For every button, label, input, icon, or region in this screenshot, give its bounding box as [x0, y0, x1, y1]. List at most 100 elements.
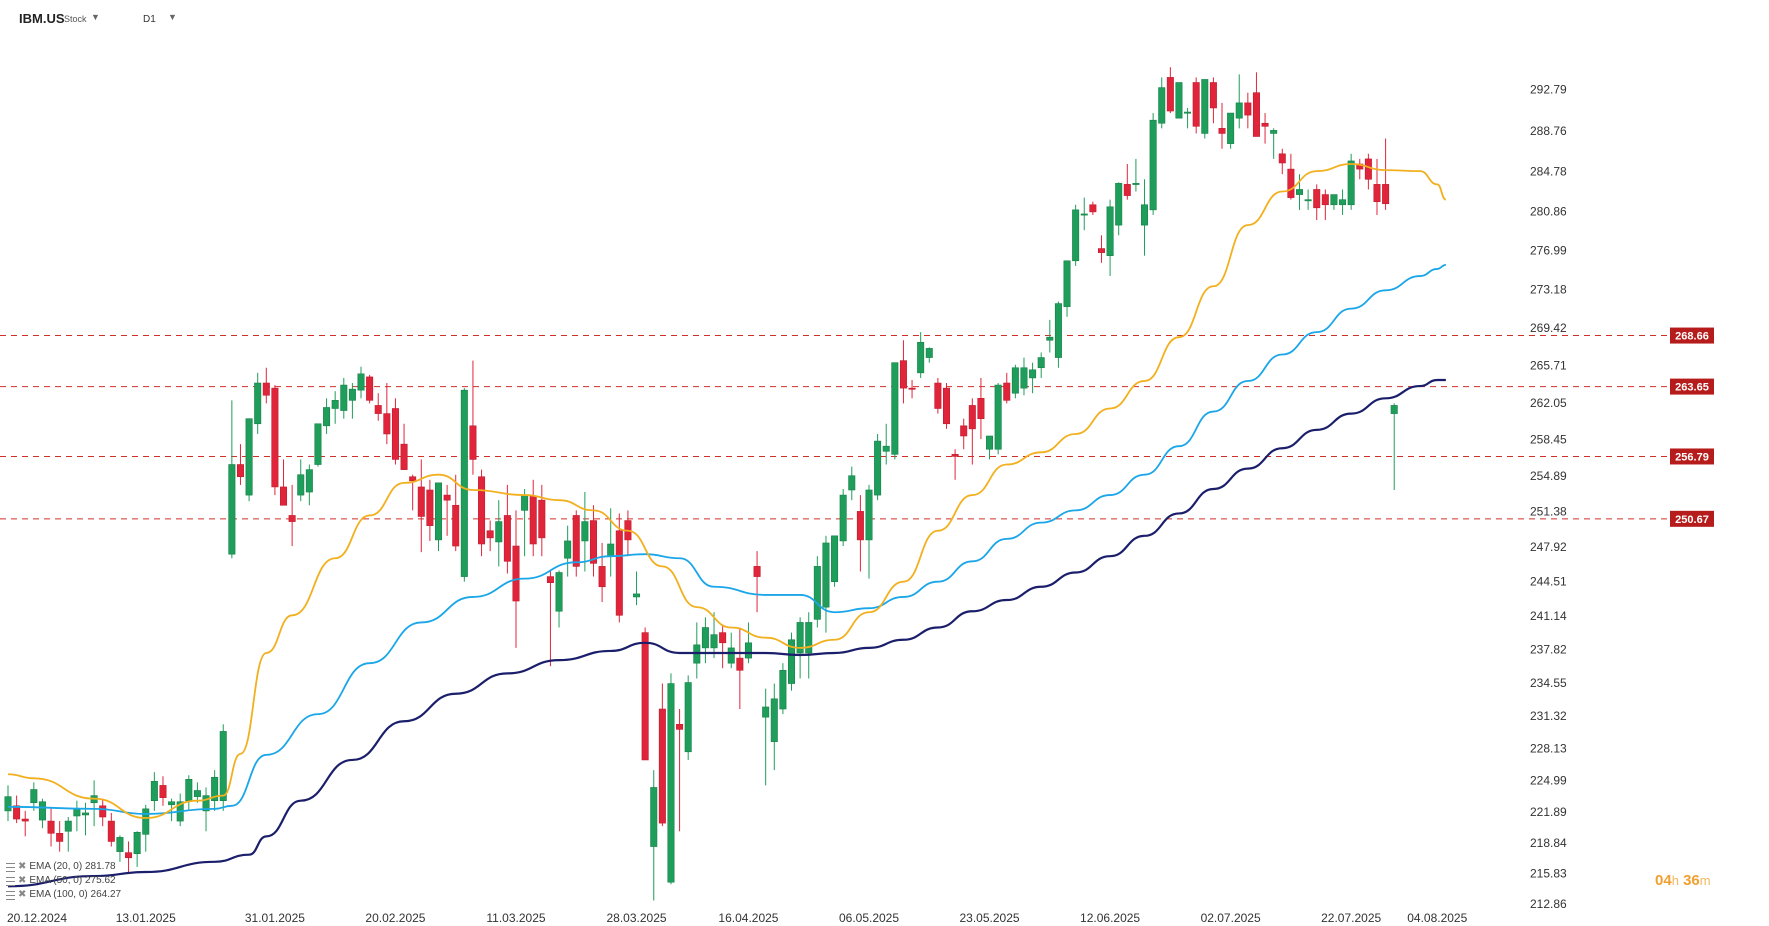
settings-lines-icon[interactable]: [6, 862, 15, 872]
y-tick-label: 247.92: [1530, 540, 1567, 554]
candle-body: [159, 785, 167, 798]
candle-body: [1339, 199, 1347, 206]
chart-toolbar: IBM.US Stock ▼ D1 ▼: [0, 0, 1769, 34]
candle-body: [1011, 367, 1019, 394]
indicator-legend: ✖ EMA (20, 0) 281.78 ✖ EMA (50, 0) 275.6…: [6, 860, 121, 902]
candle-body: [434, 482, 442, 541]
candle-body: [443, 494, 451, 501]
timeframe-dropdown-chevron-icon[interactable]: ▼: [168, 12, 177, 22]
timer-minutes: 36: [1683, 872, 1700, 889]
candle-body: [977, 398, 985, 419]
candle-body: [994, 384, 1002, 450]
candle-body: [1046, 336, 1054, 341]
legend-ema50-name: EMA (50, 0): [29, 875, 83, 886]
remove-x-icon[interactable]: ✖: [18, 861, 27, 872]
y-tick-label: 262.05: [1530, 396, 1567, 410]
candle-body: [831, 535, 839, 582]
candle-body: [280, 486, 288, 506]
candle-body: [1373, 184, 1381, 202]
candle-body: [288, 515, 296, 522]
x-tick-label: 20.02.2025: [365, 911, 425, 925]
x-tick-label: 13.01.2025: [116, 911, 176, 925]
candle-body: [908, 387, 916, 390]
candle-body: [1003, 382, 1011, 401]
candle-body: [1287, 168, 1295, 198]
y-tick-label: 218.84: [1530, 836, 1567, 850]
candle-body: [529, 495, 537, 545]
symbol-dropdown-chevron-icon[interactable]: ▼: [91, 12, 100, 22]
candle-body: [960, 425, 968, 437]
candle-body: [762, 706, 770, 718]
candle-body: [512, 545, 520, 602]
candle-body: [1244, 102, 1252, 116]
x-tick-label: 23.05.2025: [960, 911, 1020, 925]
y-tick-label: 292.79: [1530, 83, 1567, 97]
candle-body: [1270, 130, 1278, 134]
candle-body: [1304, 199, 1312, 202]
candle-body: [633, 593, 641, 598]
candle-body: [1123, 184, 1131, 196]
level-badge-label-3: 250.67: [1675, 514, 1709, 526]
candle-body: [856, 511, 864, 541]
ema100-line: [7, 378, 1446, 888]
remove-x-icon[interactable]: ✖: [18, 889, 27, 900]
settings-lines-icon[interactable]: [6, 890, 15, 900]
settings-lines-icon[interactable]: [6, 876, 15, 886]
candle-body: [546, 576, 554, 583]
candle-body: [1037, 357, 1045, 369]
candle-body: [400, 443, 408, 470]
y-tick-label: 234.55: [1530, 676, 1567, 690]
candle-body: [236, 464, 244, 478]
y-tick-label: 269.42: [1530, 321, 1567, 335]
symbol-type-label: Stock: [64, 14, 87, 24]
symbol-label[interactable]: IBM.US: [19, 11, 65, 26]
candle-body: [1149, 119, 1157, 211]
timer-hours-unit: h: [1671, 873, 1679, 888]
candle-body: [1261, 122, 1269, 127]
candle-body: [1296, 189, 1304, 195]
legend-ema20[interactable]: ✖ EMA (20, 0) 281.78: [6, 860, 121, 874]
candle-body: [271, 387, 279, 488]
candle-body: [1330, 194, 1338, 206]
timeframe-label[interactable]: D1: [143, 14, 156, 25]
remove-x-icon[interactable]: ✖: [18, 875, 27, 886]
candle-body: [1106, 206, 1114, 256]
candle-body: [1347, 160, 1355, 206]
x-tick-label: 31.01.2025: [245, 911, 305, 925]
candle-body: [1278, 153, 1286, 164]
candle-body: [426, 489, 434, 526]
candle-body: [770, 698, 778, 742]
candle-body: [348, 388, 356, 401]
candle-body: [727, 647, 735, 664]
candle-body: [1072, 209, 1080, 262]
x-tick-label: 11.03.2025: [486, 911, 545, 925]
candle-body: [1054, 303, 1062, 358]
y-tick-label: 280.86: [1530, 204, 1567, 218]
candle-body: [788, 639, 796, 684]
candle-body: [1029, 369, 1037, 379]
candle-body: [202, 795, 210, 812]
candle-body: [839, 494, 847, 542]
candle-body: [874, 440, 882, 496]
candle-body: [47, 820, 55, 834]
legend-ema50[interactable]: ✖ EMA (50, 0) 275.62: [6, 874, 121, 888]
candle-body: [383, 413, 391, 435]
ema20-line: [7, 163, 1447, 819]
candle-body: [460, 389, 468, 577]
candle-body: [469, 425, 477, 460]
candle-countdown-timer: 04h 36m: [1655, 872, 1711, 889]
candle-body: [331, 400, 339, 409]
x-tick-label: 22.07.2025: [1321, 911, 1381, 925]
legend-ema100[interactable]: ✖ EMA (100, 0) 264.27: [6, 888, 121, 902]
candle-body: [30, 789, 38, 804]
candle-body: [4, 796, 12, 812]
y-tick-label: 215.83: [1530, 867, 1567, 881]
candle-body: [676, 723, 684, 730]
candle-body: [38, 801, 46, 821]
candle-body: [366, 376, 374, 401]
y-tick-label: 221.89: [1530, 805, 1567, 819]
candle-body: [107, 820, 115, 842]
candle-body: [1166, 77, 1174, 112]
candle-body: [658, 708, 666, 824]
